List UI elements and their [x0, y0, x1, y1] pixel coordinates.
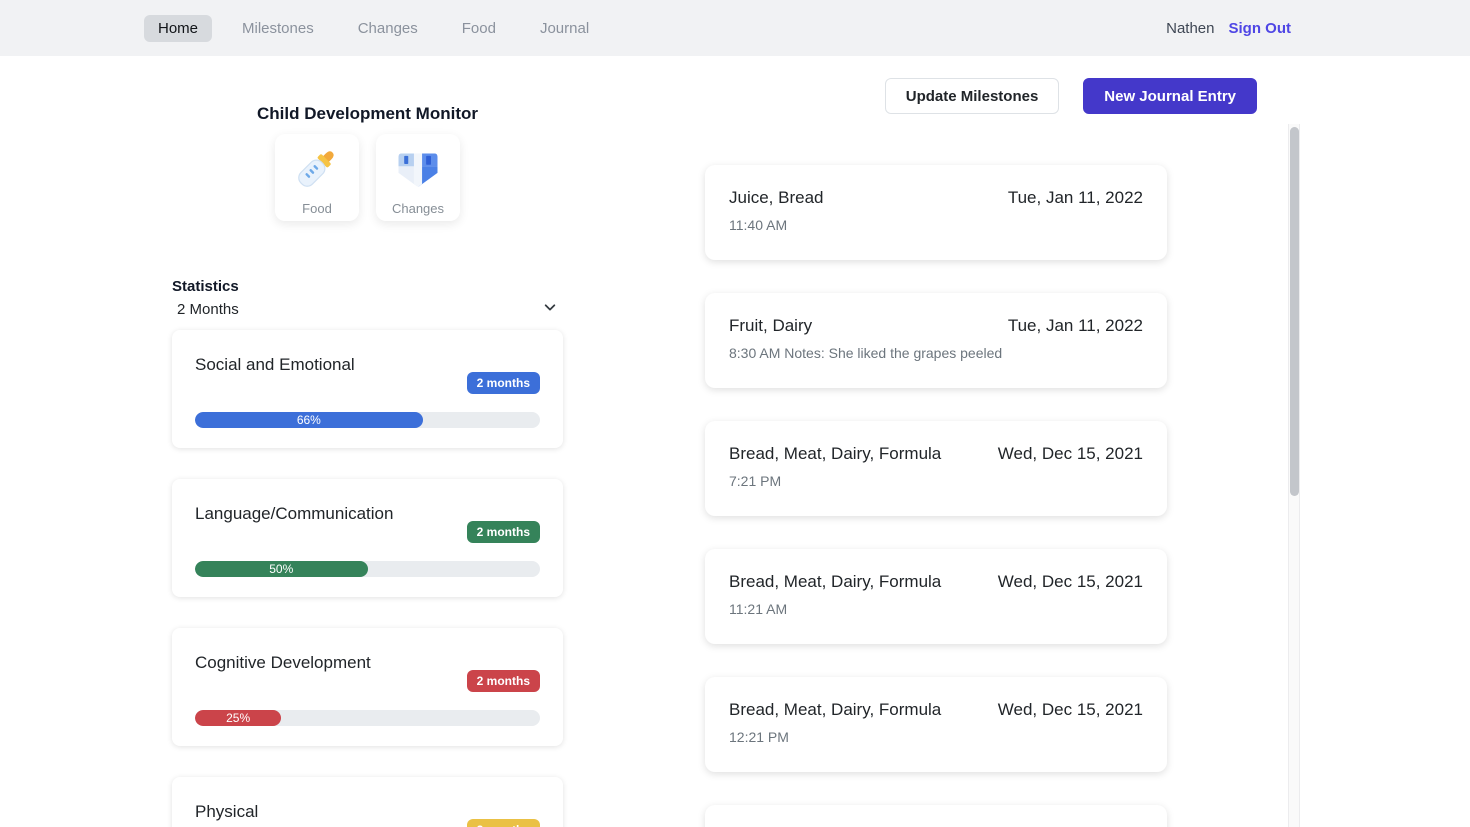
journal-entry-subtext: 7:21 PM [729, 473, 782, 489]
stat-name: Physical [195, 802, 259, 821]
progress-bar: 25% [195, 710, 540, 726]
nav-item-changes[interactable]: Changes [357, 19, 418, 37]
page-title: Child Development Monitor [257, 104, 478, 123]
journal-entry-date: Wed, Dec 15, 2021 [997, 444, 1143, 463]
stat-age-badge: 2 months [466, 372, 540, 394]
shortcut-changes[interactable]: Changes [376, 134, 460, 221]
journal-entry[interactable]: Fruit, Dairy Tue, Jan 11, 2022 8:30 AM N… [705, 293, 1167, 388]
journal-entry-title: Fruit, Dairy [729, 316, 813, 335]
scrollbar-thumb[interactable] [1290, 127, 1299, 496]
shortcut-food[interactable]: Food [275, 134, 359, 221]
progress-bar: 66% [195, 412, 540, 428]
stat-card-language-communication: Language/Communication 2 months 50% [172, 479, 563, 597]
journal-entry[interactable]: Bread, Meat, Dairy, Formula Wed, Dec 15,… [705, 677, 1167, 772]
update-milestones-button[interactable]: Update Milestones [884, 78, 1060, 114]
journal-entry-date: Wed, Dec 15, 2021 [997, 700, 1143, 719]
period-selected-value: 2 Months [177, 300, 239, 318]
journal-entry-date: Tue, Jan 11, 2022 [1007, 316, 1143, 335]
nav-item-journal[interactable]: Journal [539, 19, 590, 37]
statistics-heading: Statistics [172, 278, 239, 295]
stat-card-cognitive-development: Cognitive Development 2 months 25% [172, 628, 563, 746]
nav-item-food[interactable]: Food [461, 19, 496, 37]
journal-entry[interactable]: Juice, Bread Tue, Jan 11, 2022 11:40 AM [705, 165, 1167, 260]
stat-age-badge: 2 months [466, 521, 540, 543]
journal-entry-title: Bread, Meat, Dairy, Formula [729, 572, 942, 591]
new-journal-entry-button[interactable]: New Journal Entry [1083, 78, 1257, 114]
nav-right: Nathen Sign Out [1166, 20, 1291, 37]
stat-card-physical: Physical 2 months [172, 777, 563, 827]
journal-entry[interactable]: Bread, Meat, Dairy, Formula Wed, Dec 15,… [705, 421, 1167, 516]
journal-entry-date: Wed, Dec 15, 2021 [997, 572, 1143, 591]
progress-bar: 50% [195, 561, 540, 577]
journal-entry[interactable] [705, 805, 1167, 827]
journal-entry-title: Bread, Meat, Dairy, Formula [729, 444, 942, 463]
nav-item-milestones[interactable]: Milestones [242, 19, 314, 37]
header-actions: Update Milestones New Journal Entry [884, 78, 1257, 114]
shortcut-row: Food [172, 134, 563, 221]
stat-name: Cognitive Development [195, 653, 371, 672]
nav-item-home[interactable]: Home [144, 14, 213, 42]
journal-entry-subtext: 12:21 PM [729, 729, 789, 745]
diaper-icon [392, 142, 444, 199]
stat-age-badge: 2 months [466, 670, 540, 692]
progress-fill: 66% [195, 412, 423, 428]
progress-fill: 50% [195, 561, 368, 577]
stat-name: Social and Emotional [195, 355, 355, 374]
left-column: Child Development Monitor Food [172, 56, 563, 827]
stat-card-social-emotional: Social and Emotional 2 months 66% [172, 330, 563, 448]
journal-entry-title: Juice, Bread [729, 188, 824, 207]
journal-entries-list: Juice, Bread Tue, Jan 11, 2022 11:40 AM … [705, 165, 1167, 827]
username-label: Nathen [1166, 19, 1215, 37]
sign-out-link[interactable]: Sign Out [1228, 19, 1292, 37]
journal-entry[interactable]: Bread, Meat, Dairy, Formula Wed, Dec 15,… [705, 549, 1167, 644]
journal-entry-title: Bread, Meat, Dairy, Formula [729, 700, 942, 719]
journal-entry-subtext: 11:40 AM [729, 217, 788, 233]
stat-age-badge: 2 months [466, 819, 540, 827]
stat-name: Language/Communication [195, 504, 394, 523]
chevron-down-icon [543, 300, 557, 319]
baby-bottle-icon [291, 142, 343, 199]
top-navbar: Home Milestones Changes Food Journal Nat… [0, 0, 1470, 56]
scrollbar-track[interactable] [1288, 124, 1300, 827]
shortcut-food-label: Food [302, 201, 332, 216]
journal-entry-subtext: 11:21 AM [729, 601, 788, 617]
statistics-period-select[interactable]: 2 Months [172, 298, 563, 320]
progress-fill: 25% [195, 710, 282, 726]
nav-links: Home Milestones Changes Food Journal [144, 14, 590, 42]
journal-entry-date: Tue, Jan 11, 2022 [1007, 188, 1143, 207]
journal-entry-subtext: 8:30 AM Notes: She liked the grapes peel… [729, 345, 1003, 361]
shortcut-changes-label: Changes [391, 201, 445, 216]
